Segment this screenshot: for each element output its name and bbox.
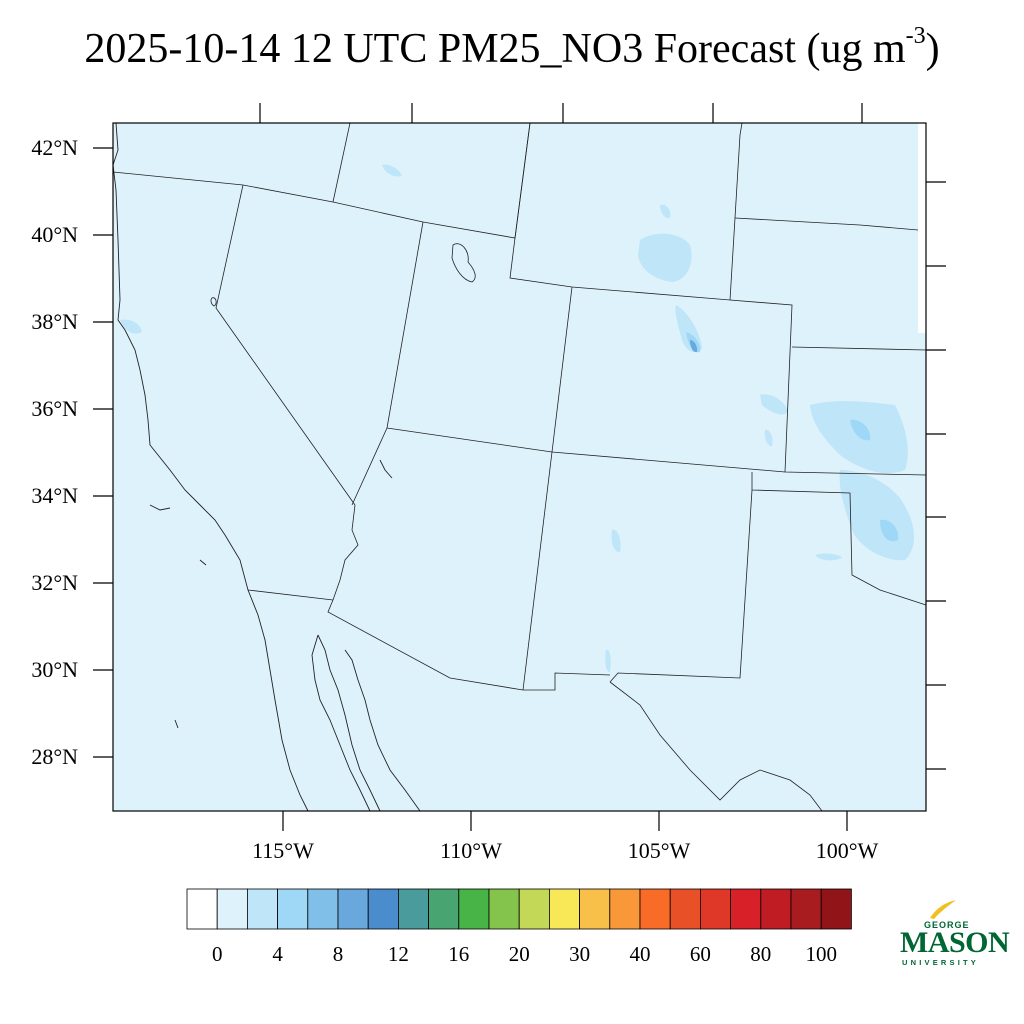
colorbar-swatch-17: [700, 888, 732, 930]
lon-label-100w: 100°W: [815, 838, 879, 863]
colorbar-swatch-5: [337, 888, 369, 930]
colorbar: [186, 888, 852, 930]
colorbar-label-10: 100: [805, 942, 837, 966]
lon-label-110w: 110°W: [440, 838, 502, 863]
colorbar-swatch-13: [579, 888, 611, 930]
colorbar-label-9: 80: [750, 942, 772, 966]
lat-label-40n: 40°N: [31, 222, 78, 247]
colorbar-swatch-1: [216, 888, 248, 930]
lat-label-28n: 28°N: [31, 744, 78, 769]
lat-label-34n: 34°N: [31, 483, 78, 508]
lat-label-32n: 32°N: [31, 570, 78, 595]
colorbar-swatch-19: [760, 888, 792, 930]
lat-label-30n: 30°N: [31, 657, 78, 682]
coastline: [112, 122, 421, 812]
colorbar-label-4: 16: [448, 942, 470, 966]
colorbar-swatch-20: [790, 888, 822, 930]
colorbar-swatch-10: [488, 888, 520, 930]
colorbar-label-6: 30: [569, 942, 591, 966]
logo-top-text: GEORGE: [924, 920, 970, 930]
colorbar-label-2: 8: [332, 942, 344, 966]
colorbar-swatch-9: [458, 888, 490, 930]
colorbar-swatch-4: [307, 888, 339, 930]
map-frame: [112, 122, 927, 812]
colorbar-swatch-6: [367, 888, 399, 930]
colorbar-label-5: 20: [508, 942, 530, 966]
logo-swoosh-icon: [930, 900, 956, 919]
colorbar-label-7: 40: [629, 942, 651, 966]
colorbar-swatch-21: [820, 888, 852, 930]
colorbar-swatch-3: [277, 888, 309, 930]
colorbar-label-0: 0: [211, 942, 223, 966]
colorbar-swatch-16: [669, 888, 701, 930]
colorbar-swatch-14: [609, 888, 641, 930]
lon-label-115w: 115°W: [252, 838, 314, 863]
colorbar-swatch-2: [246, 888, 278, 930]
map-title: 2025-10-14 12 UTC PM25_NO3 Forecast (ug …: [84, 23, 940, 72]
colorbar-swatch-8: [428, 888, 460, 930]
colorbar-swatch-15: [639, 888, 671, 930]
colorbar-swatch-18: [730, 888, 762, 930]
tick-marks: [93, 103, 946, 831]
lat-label-38n: 38°N: [31, 309, 78, 334]
colorbar-swatch-7: [397, 888, 429, 930]
logo-bottom-text: UNIVERSITY: [902, 958, 980, 967]
lon-label-105w: 105°W: [627, 838, 691, 863]
lakes: [210, 243, 476, 307]
colorbar-label-8: 60: [689, 942, 711, 966]
lat-label-36n: 36°N: [31, 396, 78, 421]
colorbar-label-1: 4: [272, 942, 283, 966]
concentration-peak: [690, 340, 698, 353]
colorbar-swatch-11: [518, 888, 550, 930]
gmu-logo: GEORGE MASON UNIVERSITY: [898, 898, 1010, 970]
colorbar-label-3: 12: [387, 942, 409, 966]
logo-main-text: MASON: [900, 926, 1010, 959]
political-borders: [112, 122, 927, 812]
colorbar-swatch-0: [186, 888, 218, 930]
lat-label-42n: 42°N: [31, 135, 78, 160]
no-data-strip: [918, 123, 926, 333]
map-background: [113, 123, 926, 811]
colorbar-swatch-12: [549, 888, 581, 930]
